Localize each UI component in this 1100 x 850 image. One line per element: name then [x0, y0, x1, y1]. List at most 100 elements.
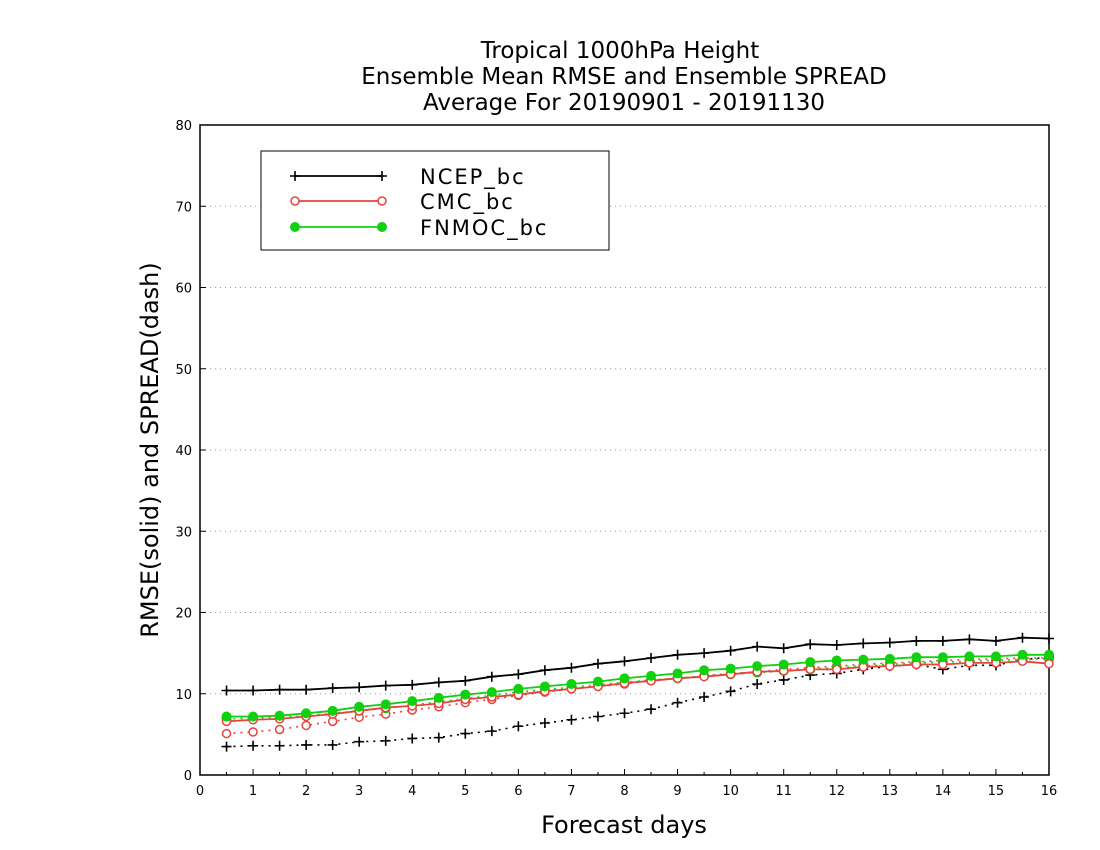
y-tick-label-60: 60 — [175, 282, 192, 297]
point-NCEP_bc-rmse-16 — [646, 653, 657, 663]
y-axis-label: RMSE(solid) and SPREAD(dash) — [136, 262, 164, 638]
point-CMC_bc-spread-2 — [274, 724, 285, 735]
x-tick-label-15: 15 — [988, 784, 1005, 799]
point-NCEP_bc-rmse-21 — [778, 643, 789, 654]
point-CMC_bc-spread-0 — [221, 728, 232, 739]
x-axis-ticks: 0 1 2 3 4 5 6 7 8 9 10 11 12 13 14 15 16 — [196, 769, 1057, 799]
series-NCEP_bc-rmse — [221, 632, 1054, 696]
point-FNMOC_bc-rmse-23 — [831, 655, 842, 666]
point-NCEP_bc-rmse-28 — [964, 634, 975, 645]
point-FNMOC_bc-rmse-6 — [380, 699, 391, 710]
point-NCEP_bc-rmse-3 — [301, 684, 312, 695]
point-FNMOC_bc-rmse-3 — [301, 708, 312, 719]
x-axis-label: Forecast days — [541, 811, 707, 839]
title-line-1: Tropical 1000hPa Height — [480, 38, 760, 64]
point-FNMOC_bc-rmse-2 — [274, 710, 285, 721]
point-CMC_bc-spread-1 — [248, 727, 258, 737]
x-tick-label-5: 5 — [461, 784, 469, 799]
legend-item-CMC_bc: CMC_bc — [290, 190, 515, 215]
x-tick-label-16: 16 — [1041, 784, 1058, 799]
x-tick-label-14: 14 — [935, 784, 952, 799]
point-FNMOC_bc-rmse-19 — [725, 663, 736, 674]
point-NCEP_bc-spread-0 — [221, 741, 232, 752]
y-tick-label-0: 0 — [184, 769, 192, 784]
legend-item-NCEP_bc: NCEP_bc — [290, 165, 524, 190]
legend-marker-end-NCEP_bc — [377, 171, 387, 181]
point-NCEP_bc-rmse-30 — [1017, 632, 1028, 643]
x-tick-label-10: 10 — [722, 784, 739, 799]
line-CMC_bc-spread — [226, 657, 1049, 735]
y-tick-label-30: 30 — [175, 525, 192, 540]
point-NCEP_bc-spread-6 — [380, 735, 391, 746]
point-NCEP_bc-spread-3 — [301, 739, 312, 750]
x-tick-label-0: 0 — [196, 784, 204, 799]
point-NCEP_bc-spread-13 — [566, 714, 577, 725]
point-FNMOC_bc-rmse-16 — [646, 670, 657, 681]
x-tick-label-1: 1 — [249, 784, 257, 799]
point-NCEP_bc-spread-9 — [460, 728, 471, 739]
x-tick-label-13: 13 — [882, 784, 899, 799]
point-NCEP_bc-rmse-26 — [911, 635, 922, 646]
point-NCEP_bc-rmse-0 — [221, 685, 232, 696]
point-FNMOC_bc-rmse-1 — [248, 711, 259, 722]
series-FNMOC_bc-rmse — [221, 649, 1054, 722]
point-NCEP_bc-spread-1 — [248, 740, 259, 751]
line-FNMOC_bc-spread — [226, 658, 1050, 720]
y-tick-label-80: 80 — [175, 119, 192, 134]
x-tick-label-9: 9 — [673, 784, 681, 799]
point-FNMOC_bc-rmse-24 — [858, 654, 869, 665]
chart-title: Tropical 1000hPa Height Ensemble Mean RM… — [361, 38, 886, 116]
legend-marker-start-CMC_bc — [290, 196, 300, 206]
legend-label-CMC_bc: CMC_bc — [420, 190, 515, 215]
point-NCEP_bc-rmse-17 — [672, 649, 683, 660]
legend-marker-start-FNMOC_bc — [290, 222, 300, 232]
point-FNMOC_bc-rmse-13 — [566, 679, 577, 689]
point-NCEP_bc-spread-5 — [354, 736, 365, 747]
legend-marker-start-NCEP_bc — [290, 171, 300, 181]
y-tick-label-10: 10 — [175, 688, 192, 703]
gridlines — [200, 205, 1049, 695]
y-axis-ticks: 0 10 20 30 40 50 60 70 80 — [175, 119, 206, 784]
point-FNMOC_bc-rmse-22 — [805, 657, 816, 668]
point-FNMOC_bc-rmse-31 — [1044, 649, 1054, 660]
point-NCEP_bc-spread-15 — [619, 708, 630, 719]
point-FNMOC_bc-rmse-21 — [778, 659, 789, 670]
legend-marker-end-CMC_bc — [377, 196, 387, 206]
point-NCEP_bc-rmse-4 — [327, 683, 338, 694]
legend-label-FNMOC_bc: FNMOC_bc — [420, 216, 548, 241]
point-FNMOC_bc-rmse-15 — [619, 673, 630, 684]
point-CMC_bc-rmse-23 — [832, 664, 842, 675]
point-NCEP_bc-rmse-31 — [1044, 633, 1054, 644]
point-NCEP_bc-rmse-9 — [460, 675, 471, 686]
point-NCEP_bc-spread-10 — [486, 726, 497, 737]
point-NCEP_bc-rmse-8 — [433, 677, 444, 688]
point-FNMOC_bc-rmse-4 — [327, 705, 338, 716]
point-NCEP_bc-spread-20 — [752, 679, 763, 689]
point-NCEP_bc-spread-4 — [327, 739, 338, 750]
point-NCEP_bc-rmse-2 — [274, 684, 285, 695]
point-FNMOC_bc-rmse-11 — [513, 683, 524, 694]
point-NCEP_bc-rmse-29 — [990, 635, 1001, 646]
x-tick-label-12: 12 — [828, 784, 845, 799]
point-NCEP_bc-rmse-23 — [831, 640, 842, 650]
point-NCEP_bc-spread-18 — [699, 692, 710, 702]
legend-marker-end-FNMOC_bc — [377, 222, 387, 232]
point-NCEP_bc-rmse-12 — [539, 665, 550, 676]
point-NCEP_bc-rmse-25 — [884, 637, 895, 648]
x-tick-label-2: 2 — [302, 784, 310, 799]
x-tick-label-6: 6 — [514, 784, 522, 799]
point-FNMOC_bc-rmse-12 — [539, 681, 550, 692]
series-NCEP_bc-spread — [221, 652, 1054, 752]
legend-item-FNMOC_bc: FNMOC_bc — [290, 216, 548, 241]
point-NCEP_bc-spread-21 — [778, 674, 789, 685]
point-NCEP_bc-rmse-7 — [407, 679, 418, 690]
point-FNMOC_bc-rmse-18 — [699, 665, 710, 676]
title-line-3: Average For 20190901 - 20191130 — [423, 90, 825, 116]
point-NCEP_bc-rmse-13 — [566, 662, 577, 673]
point-NCEP_bc-spread-2 — [274, 740, 285, 751]
x-tick-label-3: 3 — [355, 784, 363, 799]
point-NCEP_bc-spread-7 — [407, 733, 418, 744]
point-FNMOC_bc-rmse-10 — [486, 687, 497, 698]
x-tick-label-4: 4 — [408, 784, 416, 799]
